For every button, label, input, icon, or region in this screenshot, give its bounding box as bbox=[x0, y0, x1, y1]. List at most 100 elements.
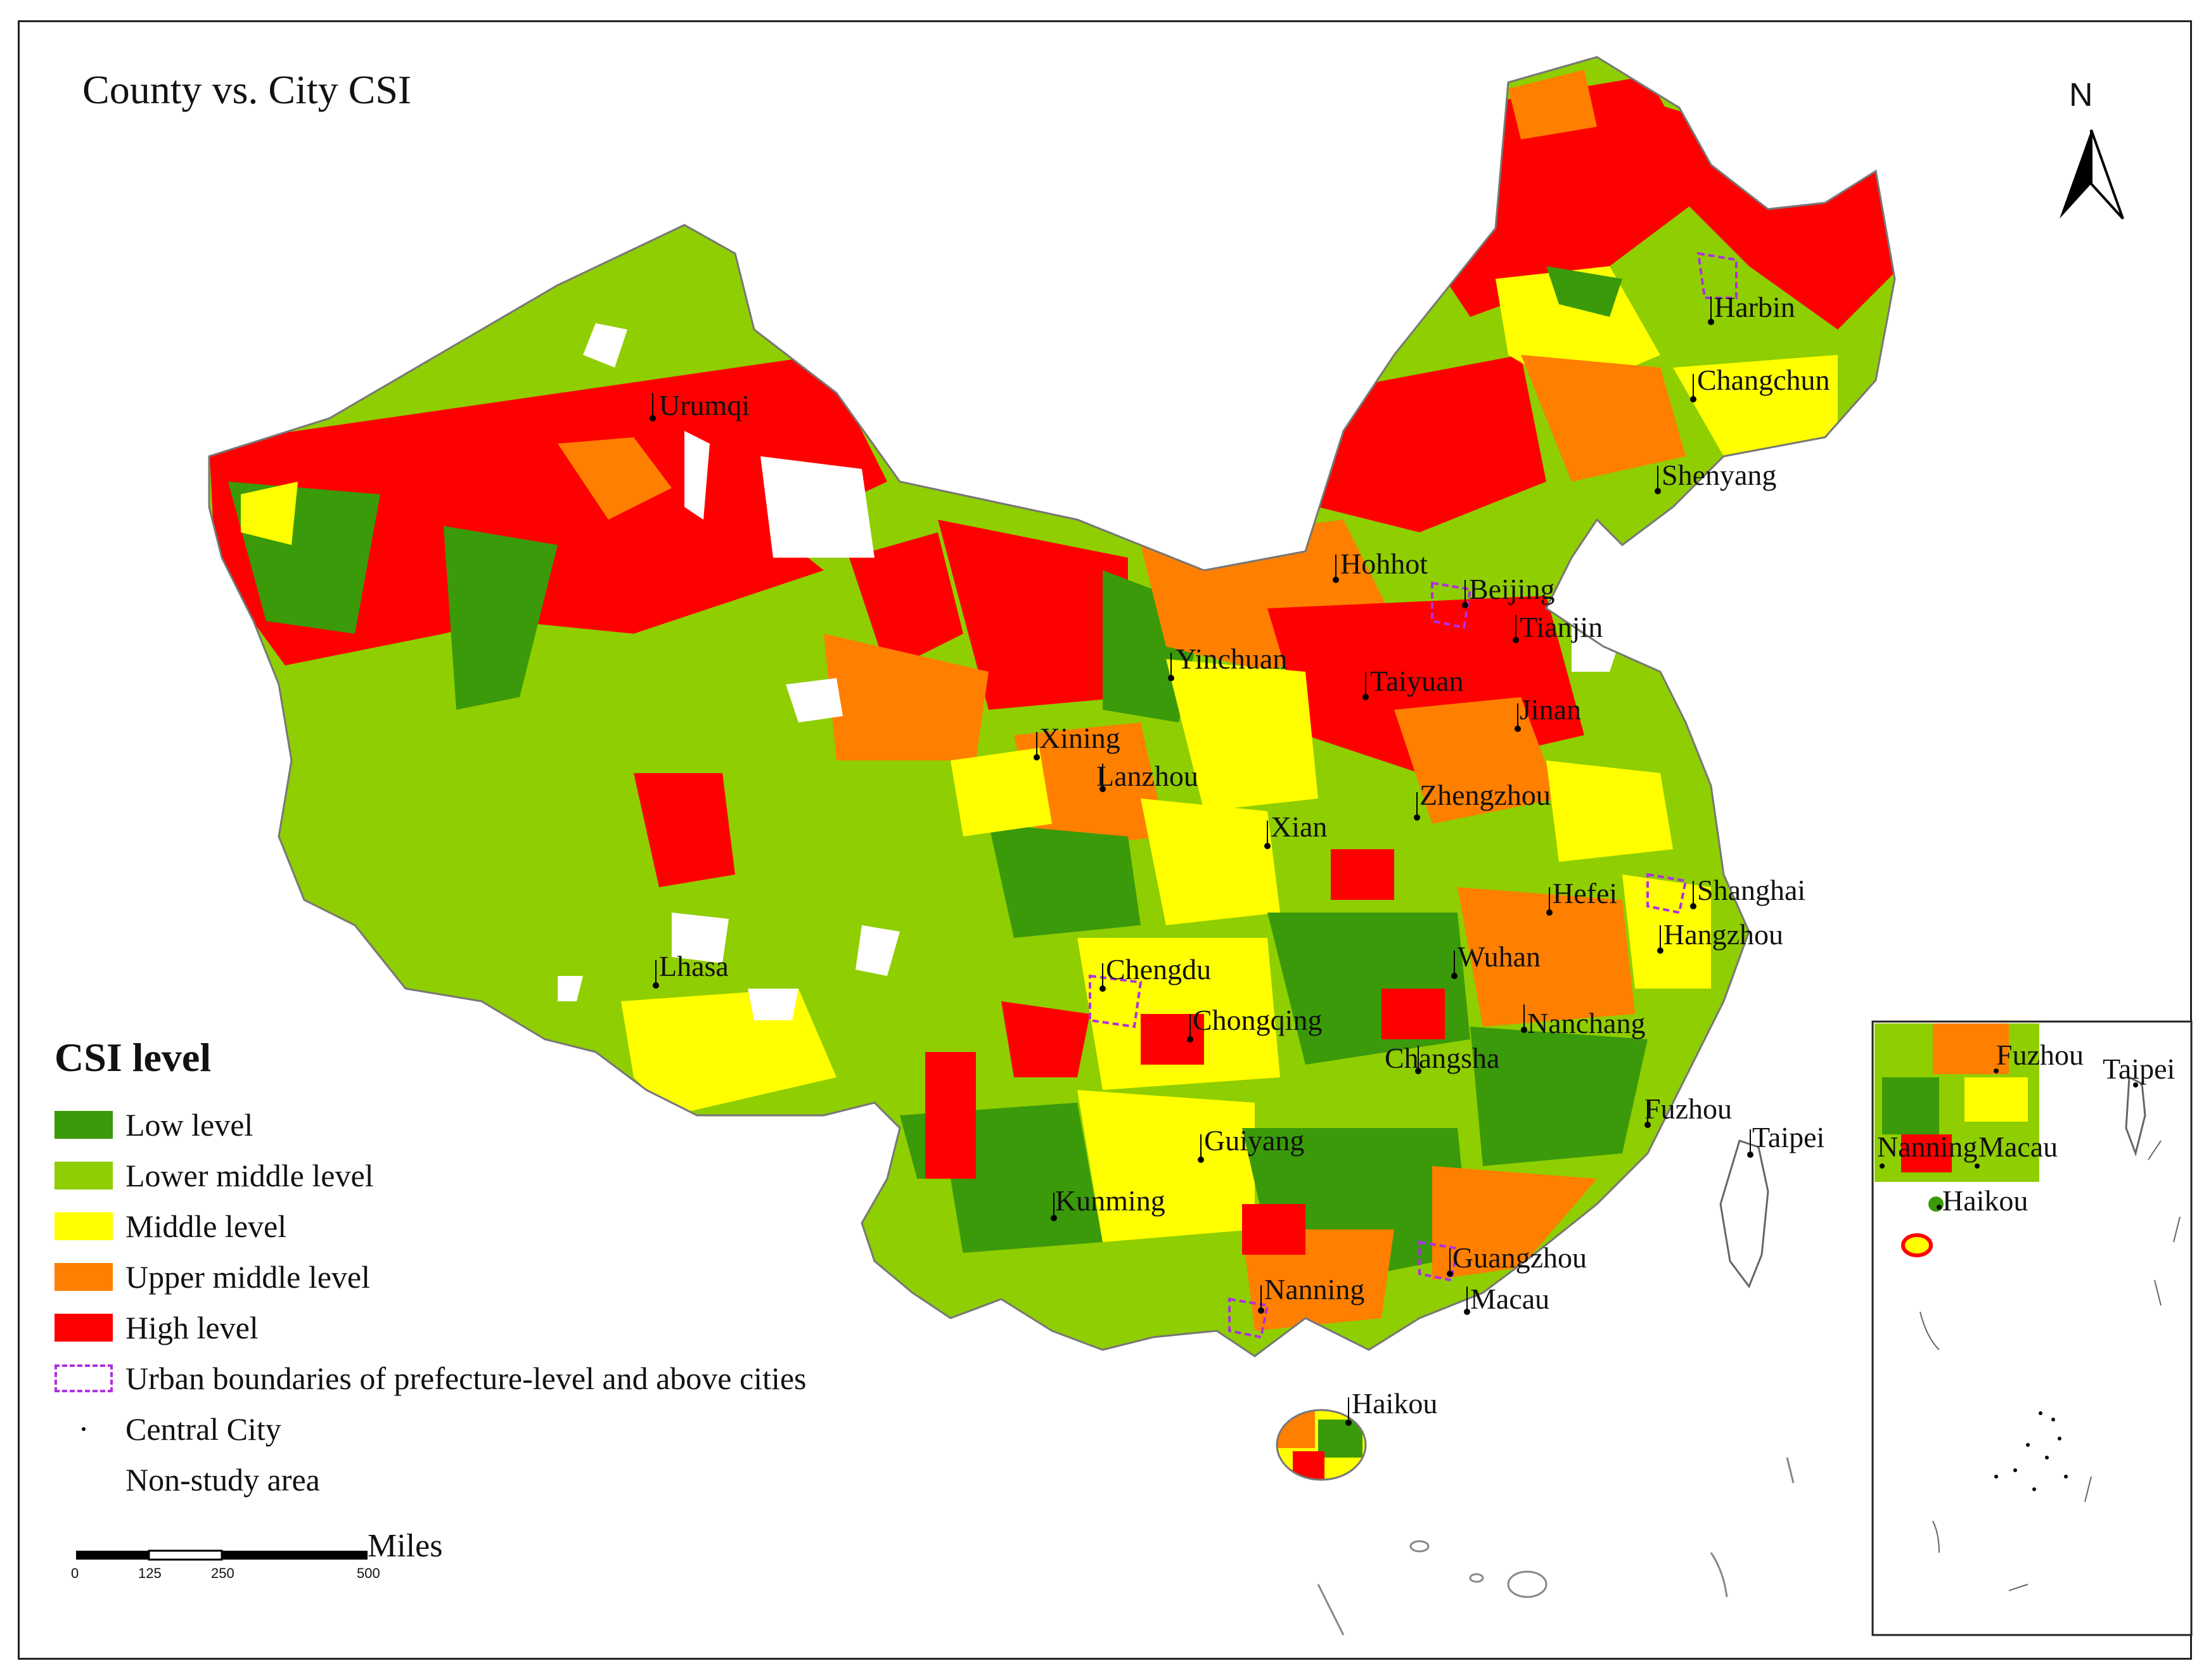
legend-label: High level bbox=[125, 1310, 259, 1345]
city-label: Harbin bbox=[1714, 291, 1795, 323]
legend-swatch bbox=[54, 1162, 113, 1189]
scale-tick: 125 bbox=[138, 1565, 162, 1581]
inset-city-taipei: Taipei bbox=[2103, 1053, 2175, 1087]
city-jinan: Jinan bbox=[1515, 693, 1581, 732]
map-title: County vs. City CSI bbox=[82, 67, 412, 112]
legend-label: Urban boundaries of prefecture-level and… bbox=[125, 1361, 807, 1396]
city-chongqing: Chongqing bbox=[1187, 1004, 1322, 1042]
city-macau: Macau bbox=[1464, 1283, 1549, 1315]
legend-label: Non-study area bbox=[125, 1462, 320, 1497]
city-shanghai: Shanghai bbox=[1690, 874, 1805, 909]
scale-bar bbox=[76, 1549, 368, 1561]
city-label: Beijing bbox=[1469, 573, 1554, 605]
north-label: N bbox=[2069, 77, 2093, 113]
legend-item-non-study: Non-study area bbox=[54, 1458, 320, 1502]
inset-city-label: Fuzhou bbox=[1996, 1039, 2084, 1071]
inset-city-label: Macau bbox=[1978, 1131, 2058, 1163]
city-guiyang: Guiyang bbox=[1198, 1124, 1304, 1163]
city-changsha: Changsha bbox=[1385, 1042, 1499, 1074]
city-label: Hefei bbox=[1553, 877, 1617, 909]
city-nanchang: Nanchang bbox=[1521, 1004, 1645, 1039]
city-label: Chongqing bbox=[1193, 1004, 1322, 1036]
scale-tick: 250 bbox=[211, 1565, 234, 1581]
legend-swatch bbox=[54, 1314, 113, 1342]
legend-item-middle: Middle level bbox=[54, 1204, 286, 1248]
hainan-island bbox=[1277, 1410, 1366, 1480]
taiwan-outline bbox=[1719, 1139, 1769, 1289]
inset-city-macau: Macau bbox=[1975, 1131, 2058, 1169]
city-taiyuan: Taiyuan bbox=[1362, 665, 1464, 700]
south-sea-islands bbox=[1317, 1457, 1795, 1636]
inset-city-markers: Fuzhou Taipei Nanning Macau Haikou bbox=[1877, 1039, 2175, 1217]
city-xining: Xining bbox=[1034, 722, 1120, 760]
city-label: Changsha bbox=[1385, 1042, 1499, 1074]
legend-label: Middle level bbox=[125, 1209, 287, 1244]
legend-item-high: High level bbox=[54, 1305, 259, 1350]
city-label: Yinchuan bbox=[1176, 643, 1287, 675]
city-changchun: Changchun bbox=[1690, 364, 1830, 402]
legend-item-upper-middle: Upper middle level bbox=[54, 1255, 370, 1299]
city-hangzhou: Hangzhou bbox=[1657, 918, 1783, 954]
legend-item-urban-boundaries: Urban boundaries of prefecture-level and… bbox=[54, 1356, 807, 1401]
city-label: Urumqi bbox=[659, 389, 750, 421]
urban-boundaries bbox=[1089, 252, 1738, 1339]
inset-city-label: Nanning bbox=[1877, 1131, 1977, 1163]
city-label: Lhasa bbox=[659, 950, 729, 982]
city-hohhot: Hohhot bbox=[1333, 548, 1428, 583]
city-label: Zhengzhou bbox=[1420, 779, 1551, 811]
city-label: Haikou bbox=[1352, 1387, 1437, 1420]
inset-city-nanning: Nanning bbox=[1877, 1131, 1977, 1169]
city-label: Taiyuan bbox=[1370, 665, 1464, 697]
inset-city-label: Taipei bbox=[2103, 1053, 2175, 1085]
city-haikou: Haikou bbox=[1345, 1387, 1437, 1426]
city-label: Guiyang bbox=[1204, 1124, 1304, 1157]
city-label: Shanghai bbox=[1697, 874, 1805, 906]
city-beijing: Beijing bbox=[1462, 573, 1554, 608]
city-label: Guangzhou bbox=[1452, 1241, 1587, 1274]
city-label: Macau bbox=[1470, 1283, 1549, 1315]
legend-swatch bbox=[54, 1111, 113, 1139]
city-hefei: Hefei bbox=[1546, 877, 1617, 916]
scale-tick: 0 bbox=[71, 1565, 79, 1581]
legend-swatch-blank bbox=[54, 1466, 113, 1494]
city-label: Tianjin bbox=[1520, 611, 1603, 643]
legend-label: Central City bbox=[125, 1411, 281, 1447]
city-nanning: Nanning bbox=[1258, 1273, 1364, 1314]
inset-city-haikou: Haikou bbox=[1937, 1184, 2028, 1217]
city-label: Wuhan bbox=[1458, 940, 1541, 973]
inset-city-label: Haikou bbox=[1942, 1184, 2028, 1217]
city-kunming: Kunming bbox=[1051, 1184, 1165, 1221]
city-label: Chengdu bbox=[1106, 953, 1211, 985]
scale-unit: Miles bbox=[368, 1528, 443, 1564]
north-arrow bbox=[2060, 129, 2124, 220]
city-label: Nanchang bbox=[1527, 1007, 1645, 1039]
city-lanzhou: Lanzhou bbox=[1096, 760, 1198, 792]
inset-map bbox=[1871, 1020, 2193, 1636]
legend-swatch bbox=[54, 1263, 113, 1291]
city-urumqi: Urumqi bbox=[650, 389, 750, 421]
city-markers: Urumqi Harbin Changchun Shenyang Hohhot … bbox=[650, 291, 1830, 1426]
legend-swatch bbox=[54, 1212, 113, 1240]
county-mosaic bbox=[209, 57, 1895, 1356]
city-xian: Xian bbox=[1264, 811, 1327, 849]
city-label: Hohhot bbox=[1340, 548, 1428, 580]
city-label: Changchun bbox=[1697, 364, 1830, 396]
city-shenyang: Shenyang bbox=[1655, 459, 1776, 494]
city-chengdu: Chengdu bbox=[1099, 953, 1211, 992]
city-label: Jinan bbox=[1520, 693, 1581, 726]
legend-label: Upper middle level bbox=[125, 1259, 370, 1295]
city-label: Xining bbox=[1039, 722, 1120, 754]
city-lhasa: Lhasa bbox=[653, 950, 729, 989]
legend-swatch-dashed bbox=[54, 1364, 113, 1392]
city-harbin: Harbin bbox=[1708, 291, 1795, 325]
city-label: Kunming bbox=[1055, 1184, 1165, 1217]
legend-label: Lower middle level bbox=[125, 1158, 374, 1193]
country-outline bbox=[208, 56, 1896, 1357]
city-label: Shenyang bbox=[1662, 459, 1776, 491]
city-taipei: Taipei bbox=[1747, 1121, 1824, 1158]
city-wuhan: Wuhan bbox=[1451, 940, 1541, 979]
city-label: Taipei bbox=[1752, 1121, 1824, 1153]
legend-item-low: Low level bbox=[54, 1103, 253, 1147]
city-label: Hangzhou bbox=[1663, 918, 1783, 951]
